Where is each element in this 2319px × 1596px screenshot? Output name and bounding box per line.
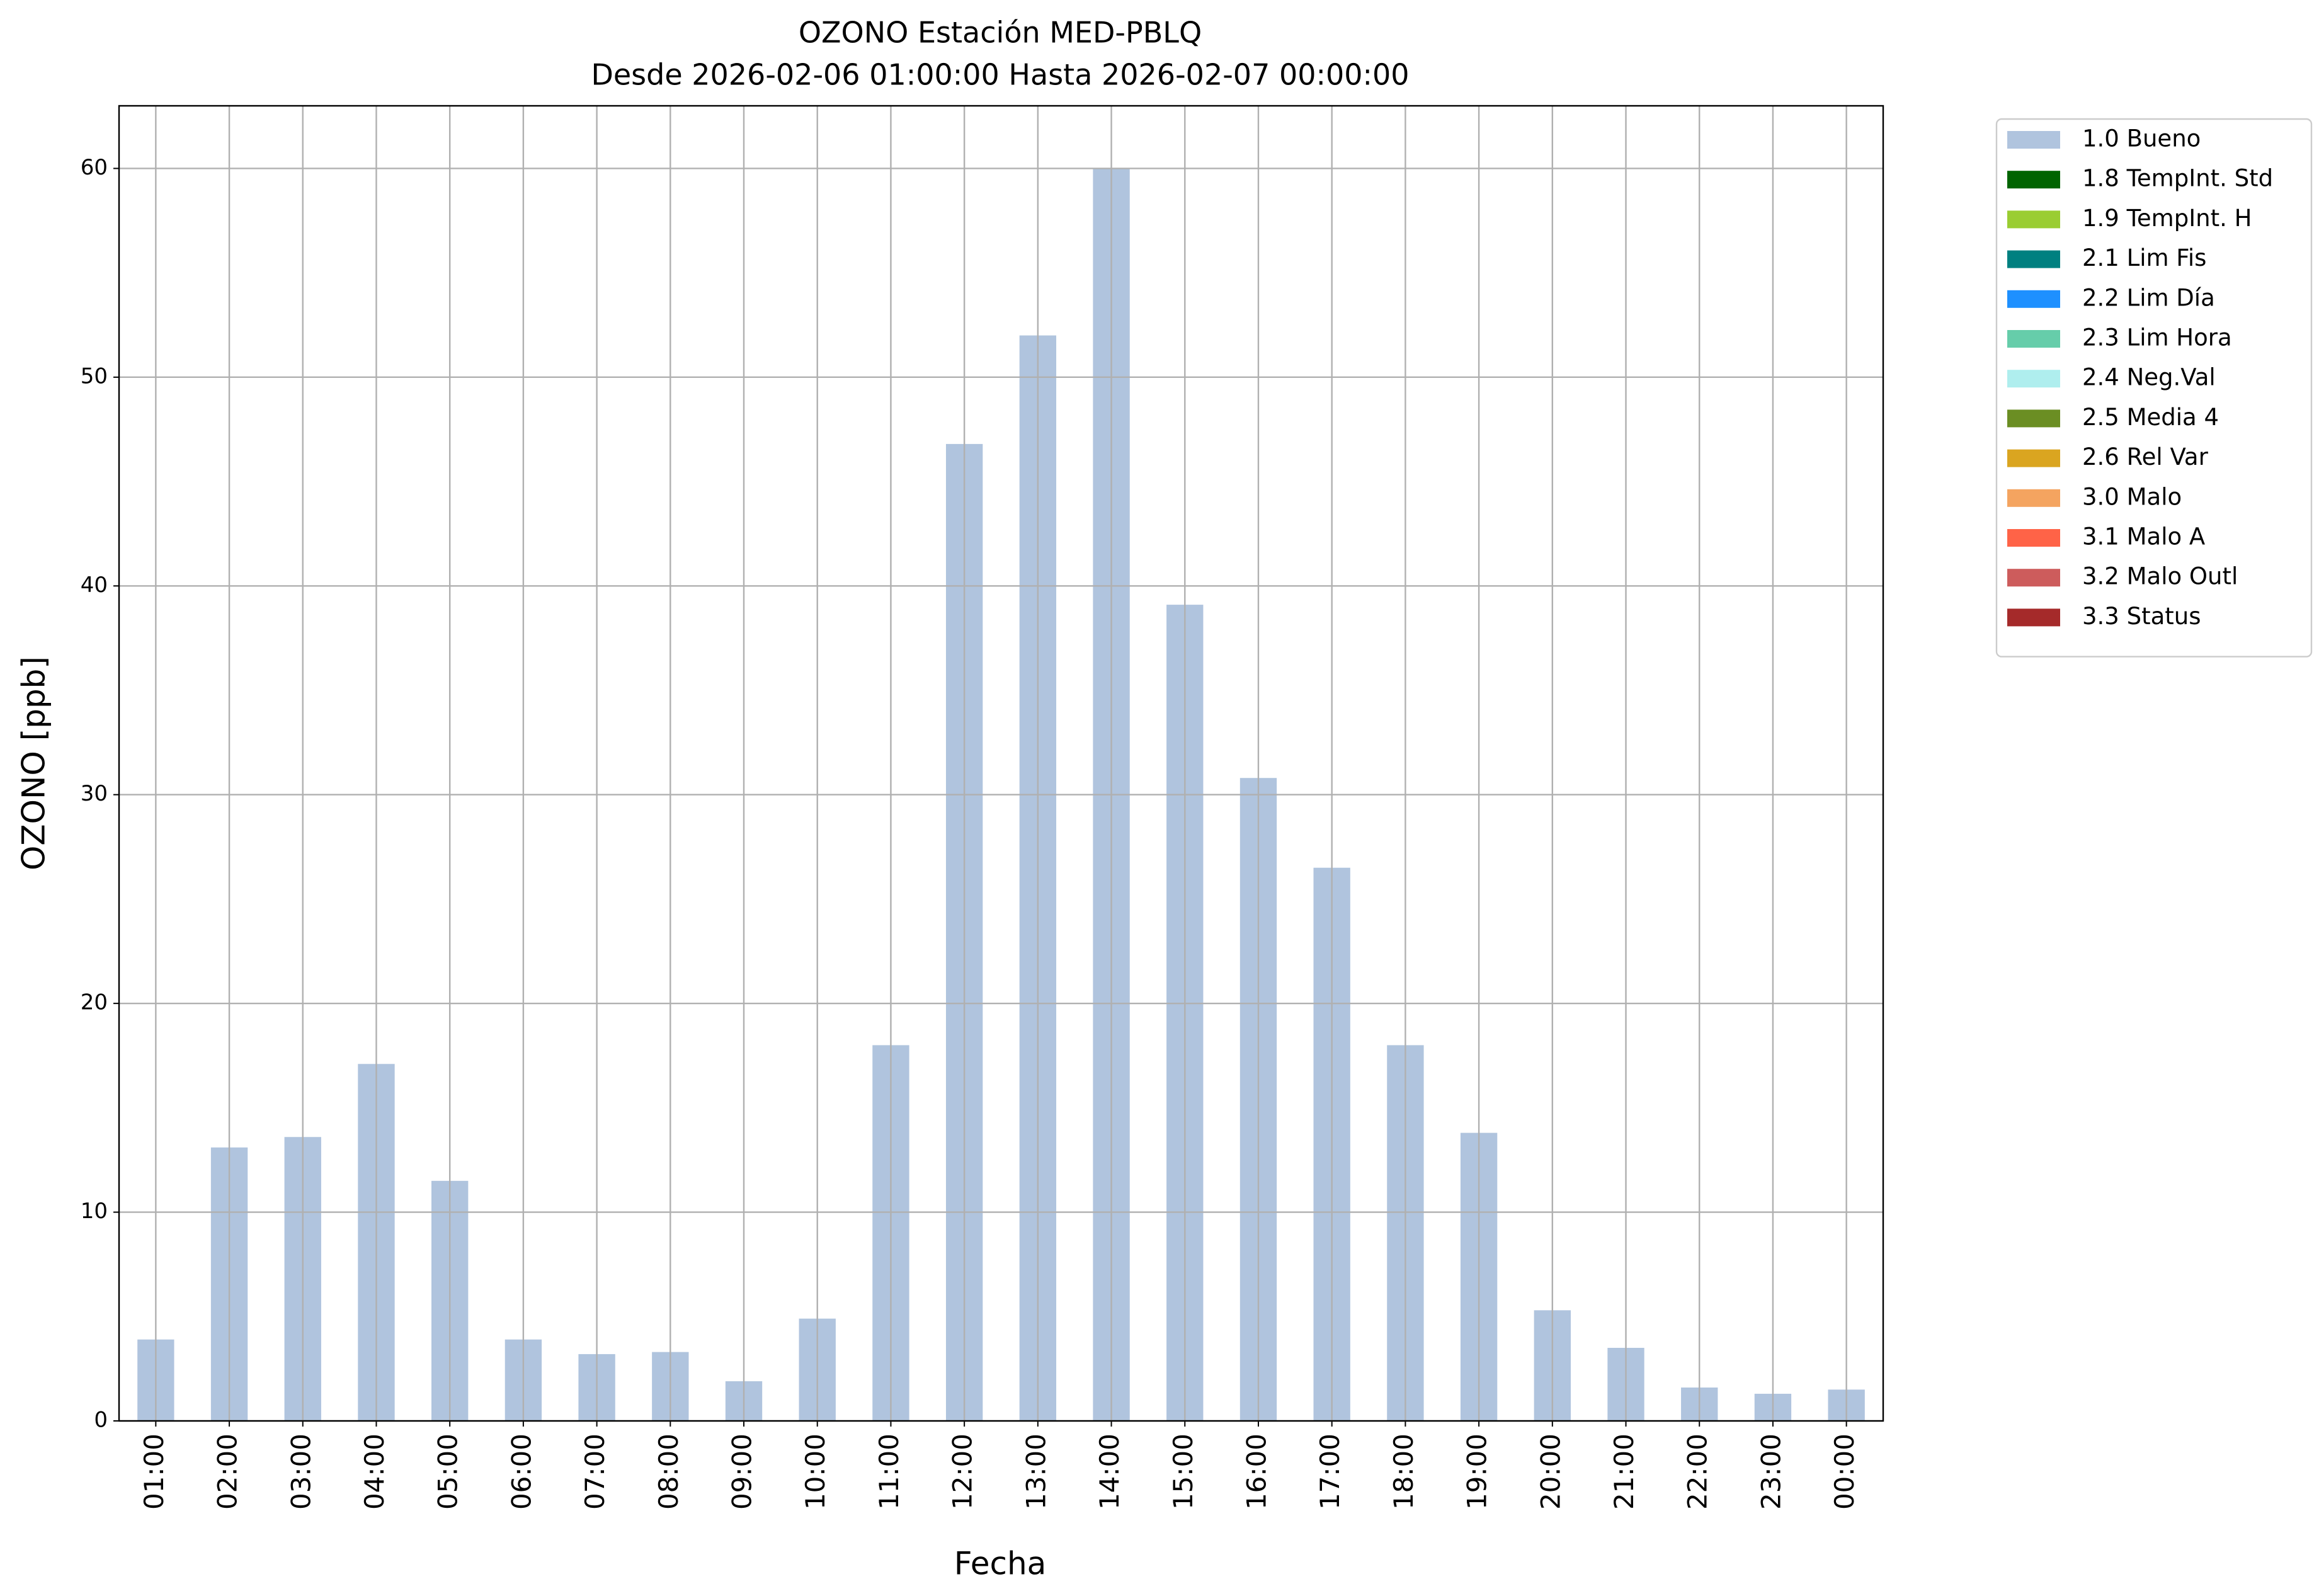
legend-label: 2.2 Lim Día [2082, 284, 2215, 311]
x-tick-label: 18:00 [1388, 1434, 1419, 1510]
y-tick-label: 50 [81, 363, 108, 389]
chart-title: OZONO Estación MED-PBLQ [799, 16, 1202, 50]
legend-swatch [2007, 409, 2060, 428]
legend-swatch [2007, 330, 2060, 348]
x-tick-label: 10:00 [800, 1434, 831, 1510]
legend-label: 3.0 Malo [2082, 483, 2182, 510]
legend-swatch [2007, 370, 2060, 388]
y-axis-label: OZONO [ppb] [16, 656, 52, 870]
x-tick-label: 02:00 [212, 1434, 243, 1510]
legend-label: 1.0 Bueno [2082, 125, 2201, 152]
legend-label: 2.1 Lim Fis [2082, 244, 2206, 271]
x-tick-label: 08:00 [653, 1434, 684, 1510]
x-tick-label: 13:00 [1020, 1434, 1051, 1510]
y-tick-label: 0 [94, 1408, 108, 1433]
x-tick-label: 17:00 [1314, 1434, 1345, 1510]
x-tick-label: 04:00 [359, 1434, 390, 1510]
legend-swatch [2007, 290, 2060, 308]
legend-label: 2.5 Media 4 [2082, 404, 2219, 431]
chart-subtitle: Desde 2026-02-06 01:00:00 Hasta 2026-02-… [591, 58, 1409, 92]
y-tick-label: 40 [81, 573, 108, 598]
y-tick-label: 60 [81, 155, 108, 180]
legend-swatch [2007, 449, 2060, 467]
y-tick-label: 30 [81, 781, 108, 806]
legend-swatch [2007, 250, 2060, 268]
x-tick-label: 22:00 [1682, 1434, 1713, 1510]
legend-label: 1.8 TempInt. Std [2082, 165, 2273, 192]
x-tick-label: 20:00 [1535, 1434, 1566, 1510]
legend-swatch [2007, 529, 2060, 547]
x-tick-label: 21:00 [1609, 1434, 1639, 1510]
x-axis-label: Fecha [954, 1546, 1047, 1582]
x-tick-label: 06:00 [506, 1434, 537, 1510]
x-tick-label: 11:00 [874, 1434, 904, 1510]
legend-label: 1.9 TempInt. H [2082, 205, 2252, 232]
legend-box [1995, 118, 2313, 658]
legend-swatch [2007, 210, 2060, 229]
plot-frame [118, 105, 1884, 1422]
x-tick-label: 01:00 [139, 1434, 169, 1510]
legend-swatch [2007, 131, 2060, 149]
x-tick-label: 09:00 [727, 1434, 758, 1510]
legend-label: 3.2 Malo Outl [2082, 563, 2238, 590]
x-tick-label: 07:00 [579, 1434, 610, 1510]
x-tick-label: 00:00 [1829, 1434, 1860, 1510]
x-tick-label: 03:00 [285, 1434, 316, 1510]
x-tick-label: 12:00 [947, 1434, 978, 1510]
x-tick-label: 16:00 [1241, 1434, 1272, 1510]
x-tick-label: 14:00 [1094, 1434, 1125, 1510]
legend-swatch [2007, 608, 2060, 627]
legend-swatch [2007, 489, 2060, 507]
legend-label: 2.3 Lim Hora [2082, 324, 2232, 351]
legend-label: 2.4 Neg.Val [2082, 364, 2216, 391]
x-tick-label: 19:00 [1462, 1434, 1493, 1510]
legend-label: 3.3 Status [2082, 603, 2201, 630]
legend-swatch [2007, 569, 2060, 587]
legend-label: 2.6 Rel Var [2082, 443, 2209, 470]
x-tick-label: 23:00 [1755, 1434, 1786, 1510]
y-tick-label: 10 [81, 1199, 108, 1224]
legend-label: 3.1 Malo A [2082, 523, 2205, 550]
x-tick-label: 15:00 [1168, 1434, 1199, 1510]
legend-swatch [2007, 171, 2060, 189]
y-tick-label: 20 [81, 990, 108, 1015]
x-tick-label: 05:00 [433, 1434, 464, 1510]
